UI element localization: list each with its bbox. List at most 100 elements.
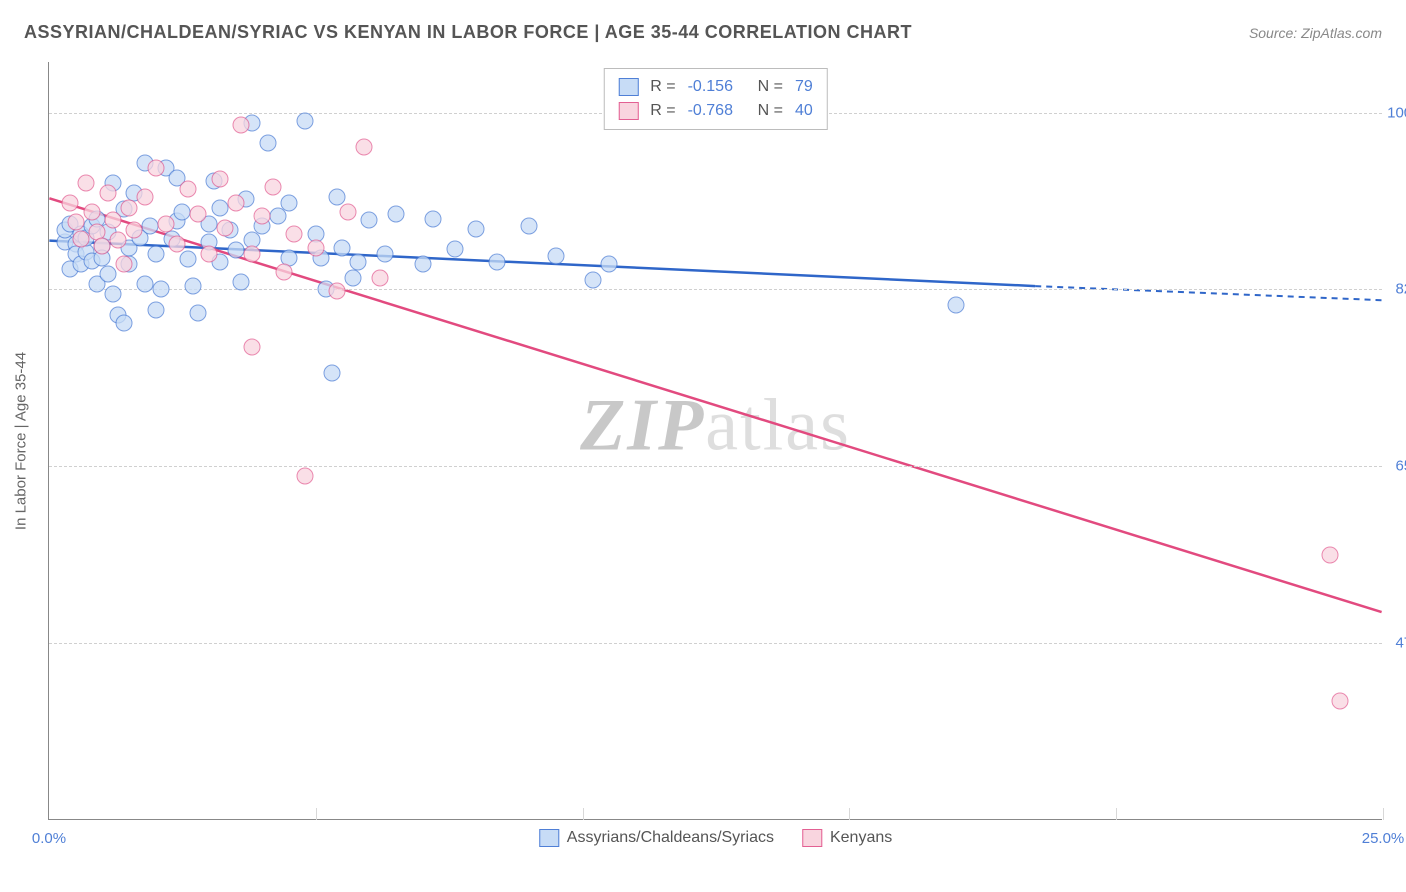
legend-row-series-a: R = -0.156 N = 79 <box>618 75 812 99</box>
scatter-point-kenyans <box>371 270 388 287</box>
x-tick <box>583 808 584 820</box>
scatter-point-assyrians <box>179 251 196 268</box>
scatter-point-assyrians <box>137 276 154 293</box>
scatter-point-assyrians <box>227 241 244 258</box>
scatter-point-kenyans <box>147 160 164 177</box>
watermark-atlas: atlas <box>705 385 851 467</box>
scatter-point-assyrians <box>345 270 362 287</box>
scatter-point-assyrians <box>361 211 378 228</box>
scatter-point-assyrians <box>467 220 484 237</box>
x-tick-label: 25.0% <box>1362 830 1405 847</box>
scatter-point-kenyans <box>1332 692 1349 709</box>
plot-region: ZIPatlas R = -0.156 N = 79 R = -0.768 N … <box>48 62 1382 820</box>
scatter-point-kenyans <box>233 116 250 133</box>
series-a-name: Assyrians/Chaldeans/Syriacs <box>567 829 774 847</box>
r-label: R = <box>650 75 675 99</box>
x-tick <box>316 808 317 820</box>
scatter-point-kenyans <box>307 239 324 256</box>
y-tick-label: 82.5% <box>1395 281 1406 298</box>
scatter-point-assyrians <box>297 112 314 129</box>
series-b-name: Kenyans <box>830 829 892 847</box>
scatter-point-kenyans <box>110 231 127 248</box>
scatter-point-kenyans <box>73 230 90 247</box>
scatter-point-kenyans <box>211 171 228 188</box>
legend-row-series-b: R = -0.768 N = 40 <box>618 99 812 123</box>
scatter-point-assyrians <box>948 296 965 313</box>
n-value-b: 40 <box>795 99 813 123</box>
scatter-point-assyrians <box>259 134 276 151</box>
scatter-point-kenyans <box>62 195 79 212</box>
scatter-point-assyrians <box>547 248 564 265</box>
legend-item-a: Assyrians/Chaldeans/Syriacs <box>539 829 774 847</box>
swatch-series-b <box>802 829 822 847</box>
scatter-point-assyrians <box>185 278 202 295</box>
scatter-point-kenyans <box>265 179 282 196</box>
scatter-point-kenyans <box>329 283 346 300</box>
scatter-point-kenyans <box>297 468 314 485</box>
legend-series: Assyrians/Chaldeans/Syriacs Kenyans <box>539 829 892 847</box>
scatter-point-assyrians <box>281 195 298 212</box>
scatter-point-kenyans <box>190 205 207 222</box>
chart-area: ZIPatlas R = -0.156 N = 79 R = -0.768 N … <box>48 62 1382 820</box>
scatter-point-assyrians <box>142 217 159 234</box>
scatter-point-assyrians <box>334 239 351 256</box>
x-tick <box>1116 808 1117 820</box>
scatter-point-kenyans <box>243 246 260 263</box>
watermark: ZIPatlas <box>580 382 851 469</box>
scatter-point-assyrians <box>446 240 463 257</box>
x-tick <box>1383 808 1384 820</box>
x-tick <box>849 808 850 820</box>
scatter-point-kenyans <box>339 203 356 220</box>
scatter-point-assyrians <box>489 254 506 271</box>
scatter-point-assyrians <box>323 365 340 382</box>
scatter-point-assyrians <box>233 274 250 291</box>
scatter-point-kenyans <box>169 235 186 252</box>
swatch-series-a <box>539 829 559 847</box>
scatter-point-kenyans <box>227 195 244 212</box>
scatter-point-assyrians <box>350 254 367 271</box>
scatter-point-kenyans <box>78 175 95 192</box>
gridline-h <box>49 643 1382 644</box>
n-label: N = <box>758 99 783 123</box>
scatter-point-kenyans <box>83 203 100 220</box>
scatter-point-assyrians <box>425 210 442 227</box>
scatter-point-kenyans <box>99 185 116 202</box>
scatter-point-kenyans <box>286 225 303 242</box>
scatter-point-assyrians <box>99 266 116 283</box>
legend-item-b: Kenyans <box>802 829 892 847</box>
source-label: Source: ZipAtlas.com <box>1249 25 1382 41</box>
scatter-point-kenyans <box>355 138 372 155</box>
r-value-b: -0.768 <box>688 99 746 123</box>
scatter-point-assyrians <box>211 199 228 216</box>
x-tick-label: 0.0% <box>32 830 66 847</box>
scatter-point-assyrians <box>147 301 164 318</box>
scatter-point-kenyans <box>115 256 132 273</box>
r-label: R = <box>650 99 675 123</box>
scatter-point-kenyans <box>126 221 143 238</box>
scatter-point-assyrians <box>153 281 170 298</box>
scatter-point-assyrians <box>601 256 618 273</box>
scatter-point-kenyans <box>254 207 271 224</box>
scatter-point-assyrians <box>115 314 132 331</box>
scatter-point-assyrians <box>377 246 394 263</box>
gridline-h <box>49 466 1382 467</box>
n-value-a: 79 <box>795 75 813 99</box>
y-tick-label: 65.0% <box>1395 458 1406 475</box>
scatter-point-assyrians <box>174 203 191 220</box>
scatter-point-kenyans <box>137 189 154 206</box>
scatter-point-assyrians <box>190 304 207 321</box>
scatter-point-kenyans <box>217 219 234 236</box>
scatter-point-assyrians <box>105 286 122 303</box>
scatter-point-assyrians <box>414 256 431 273</box>
n-label: N = <box>758 75 783 99</box>
scatter-point-kenyans <box>201 246 218 263</box>
regression-lines <box>49 62 1382 819</box>
scatter-point-assyrians <box>147 246 164 263</box>
scatter-point-assyrians <box>585 272 602 289</box>
scatter-point-kenyans <box>1321 547 1338 564</box>
scatter-point-assyrians <box>521 217 538 234</box>
swatch-series-b <box>618 102 638 120</box>
y-axis-label: In Labor Force | Age 35-44 <box>13 351 30 529</box>
scatter-point-kenyans <box>121 199 138 216</box>
scatter-point-kenyans <box>105 211 122 228</box>
